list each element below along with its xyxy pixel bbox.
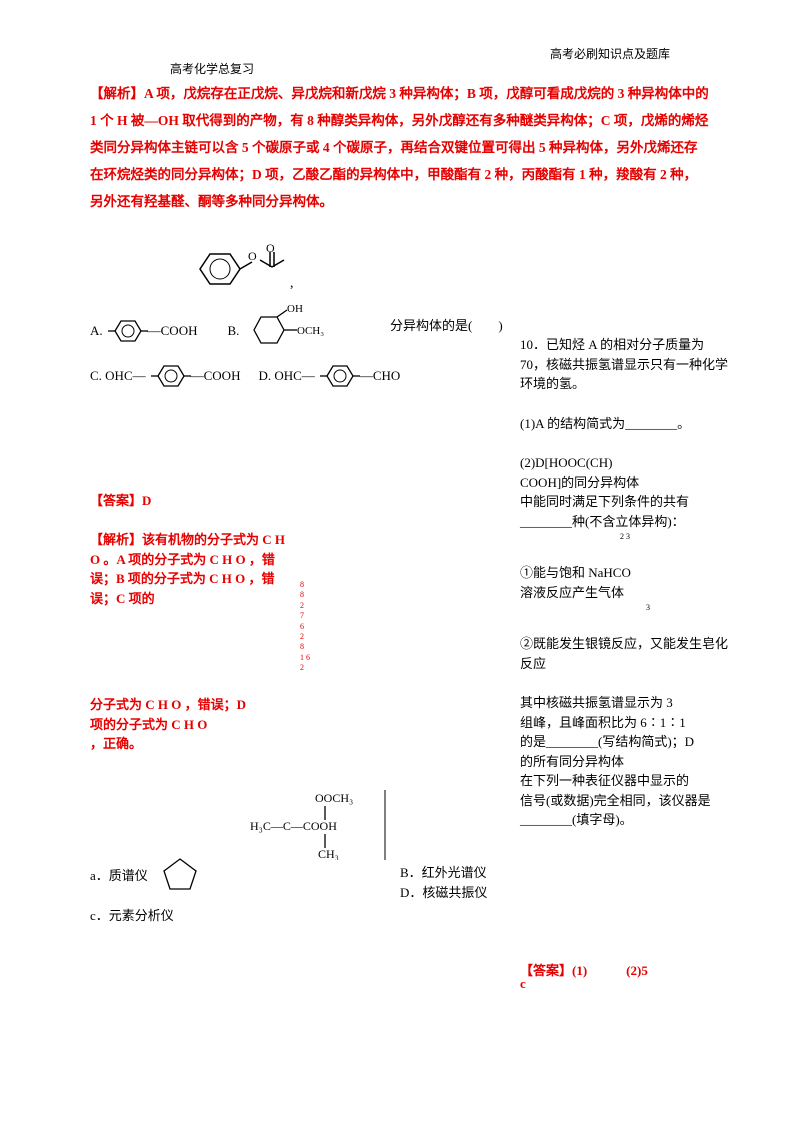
svg-text:OOCH₃: OOCH₃ [315, 791, 353, 805]
header-left: 高考化学总复习 [170, 60, 254, 77]
question-stem: 分异构体的是( ) [390, 315, 503, 334]
benzene-icon [315, 358, 360, 394]
options: A. —COOH B. OH OCH₃ C. OHC— —COOH D. OHC… [90, 310, 400, 400]
opt-c-formula: —COOH [191, 368, 241, 384]
opt-a-prefix: A. [90, 323, 103, 339]
header-right: 高考必刷知识点及题库 [550, 45, 670, 62]
pentagon-icon [160, 855, 200, 897]
subscript-column: 8 8 2 7 6 2 8 1 6 2 [300, 580, 310, 674]
analysis-2: 【解析】该有机物的分子式为 C H O 。A 项的分子式为 C H O ，错误；… [90, 530, 290, 608]
structure-phenyl-acetate: O O , [180, 242, 300, 301]
opt-d-formula: —CHO [360, 368, 400, 384]
answer-d: 【答案】D [90, 490, 151, 509]
svg-text:CH₃: CH₃ [318, 847, 339, 860]
option-a: A. —COOH B. OH OCH₃ [90, 310, 400, 352]
cond2: ②既能发生银镜反应，又能发生皂化反应 [520, 634, 730, 673]
svg-text:,: , [290, 276, 294, 291]
analysis-1: 【解析】A 项，戊烷存在正戊烷、异戊烷和新戊烷 3 种异构体；B 项，戊醇可看成… [90, 80, 710, 215]
right-column: 10．已知烃 A 的相对分子质量为 70，核磁共振氢谱显示只有一种化学环境的氢。… [520, 335, 730, 850]
answer-bottom-2: c [520, 976, 526, 992]
analysis-1-text: A 项，戊烷存在正戊烷、异戊烷和新戊烷 3 种异构体；B 项，戊醇可看成戊烷的 … [90, 86, 709, 209]
answer-bottom: 【答案】(1) (2)5 [520, 960, 648, 979]
analysis-1-label: 【解析】 [90, 86, 144, 101]
q1: (1)A 的结构简式为________。 [520, 414, 730, 434]
cyclohexane-icon: OH OCH₃ [239, 302, 329, 352]
q10: 10．已知烃 A 的相对分子质量为 70，核磁共振氢谱显示只有一种化学环境的氢。 [520, 335, 730, 394]
instrument-d: D．核磁共振仪 [400, 882, 487, 901]
opt-c-prefix: C. OHC— [90, 368, 146, 384]
instrument-a: a．质谱仪 [90, 862, 148, 891]
svg-text:O: O [266, 242, 275, 255]
cond1: ①能与饱和 NaHCO 溶液反应产生气体 3 [520, 563, 730, 614]
q2: (2)D[HOOC(CH) COOH]的同分异构体 中能同时满足下列条件的共有_… [520, 453, 730, 543]
svg-text:OH: OH [287, 303, 303, 315]
para: 其中核磁共振氢谱显示为 3 组峰，且峰面积比为 6∶1∶1 的是________… [520, 693, 730, 830]
analysis-3: 分子式为 C H O ，错误；D 项的分子式为 C H O ，正确。 [90, 695, 270, 754]
opt-b-prefix: B. [227, 323, 239, 339]
svg-text:H₃C—C—COOH: H₃C—C—COOH [250, 819, 337, 833]
benzene-icon [146, 358, 191, 394]
opt-a-formula: —COOH [148, 323, 198, 339]
benzene-icon [103, 313, 148, 349]
svg-text:OCH₃: OCH₃ [297, 325, 324, 337]
structure-methylmalonate: OOCH₃ H₃C—C—COOH CH₃ [240, 790, 390, 864]
instrument-c: c．元素分析仪 [90, 905, 174, 924]
option-c: C. OHC— —COOH D. OHC— —CHO [90, 358, 400, 394]
svg-text:O: O [248, 249, 257, 263]
instrument-b: B．红外光谱仪 [400, 862, 487, 881]
opt-d-prefix: D. OHC— [258, 368, 314, 384]
analysis-2-label: 【解析】 [90, 532, 142, 547]
